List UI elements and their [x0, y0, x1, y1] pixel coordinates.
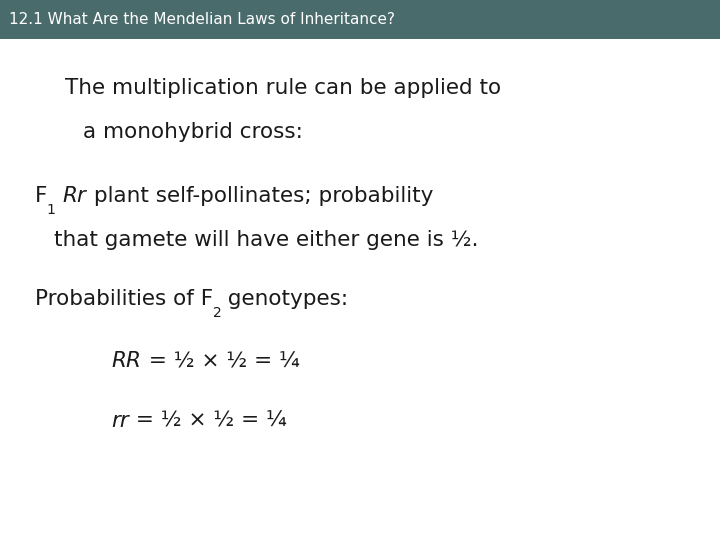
Text: a monohybrid cross:: a monohybrid cross:	[83, 122, 302, 141]
Text: F: F	[35, 186, 47, 206]
Text: The multiplication rule can be applied to: The multiplication rule can be applied t…	[65, 78, 501, 98]
Text: Rr: Rr	[63, 186, 86, 206]
Text: plant self-pollinates; probability: plant self-pollinates; probability	[86, 186, 433, 206]
FancyBboxPatch shape	[0, 0, 720, 39]
Text: 2: 2	[212, 306, 222, 320]
Text: = ½ × ½ = ¼: = ½ × ½ = ¼	[142, 351, 300, 371]
Text: RR: RR	[112, 351, 142, 371]
Text: Probabilities of F: Probabilities of F	[35, 289, 212, 309]
Text: 12.1 What Are the Mendelian Laws of Inheritance?: 12.1 What Are the Mendelian Laws of Inhe…	[9, 12, 395, 27]
Text: = ½ × ½ = ¼: = ½ × ½ = ¼	[130, 410, 287, 430]
Text: that gamete will have either gene is ½.: that gamete will have either gene is ½.	[54, 230, 479, 249]
Text: rr: rr	[112, 410, 130, 430]
Text: 1: 1	[47, 204, 56, 218]
Text: genotypes:: genotypes:	[222, 289, 348, 309]
